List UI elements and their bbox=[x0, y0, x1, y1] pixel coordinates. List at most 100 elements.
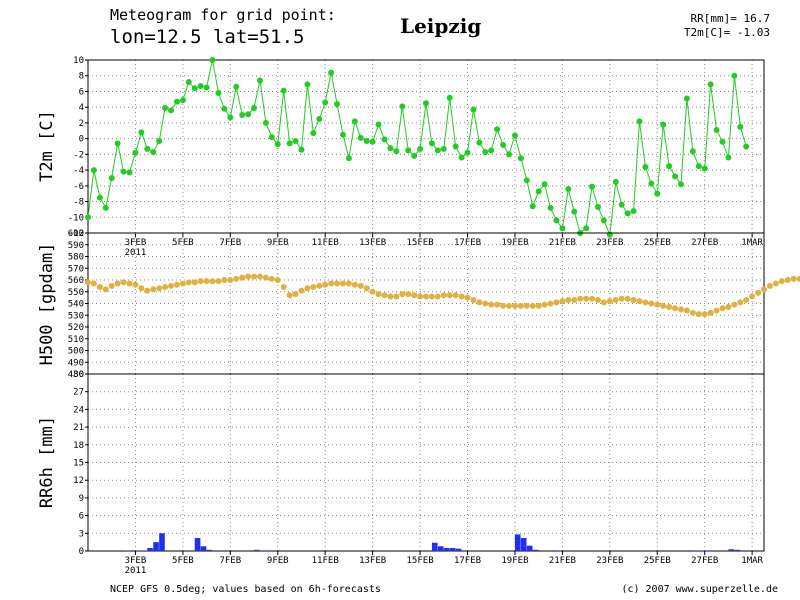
h500-point bbox=[796, 275, 800, 282]
h500-point bbox=[517, 302, 524, 309]
t2m-point bbox=[529, 203, 536, 210]
t2m-point bbox=[713, 126, 720, 133]
y-tick-label: 0 bbox=[79, 547, 84, 557]
x-tick-label: 11FEB bbox=[312, 238, 339, 248]
y-tick-label: -2 bbox=[73, 150, 84, 160]
h500-point bbox=[695, 311, 702, 318]
h500-point bbox=[316, 282, 323, 289]
h500-point bbox=[452, 292, 459, 299]
t2m-point bbox=[168, 107, 175, 114]
y-tick-label: 15 bbox=[73, 459, 84, 469]
t2m-point bbox=[458, 154, 465, 161]
h500-point bbox=[761, 286, 767, 293]
h500-point bbox=[233, 275, 240, 282]
y-axis-title: RR6h [mm] bbox=[37, 416, 57, 508]
y-axis-title: H500 [gpdam] bbox=[37, 243, 57, 366]
h500-point bbox=[749, 293, 756, 300]
t2m-point bbox=[286, 140, 293, 147]
h500-point bbox=[553, 299, 560, 306]
y-tick-label: 27 bbox=[73, 388, 84, 398]
y-tick-label: 8 bbox=[79, 72, 84, 82]
rr6h-bar bbox=[520, 538, 527, 551]
x-tick-label: 3FEB bbox=[125, 238, 147, 248]
chart-title-line1: Meteogram for grid point: bbox=[110, 6, 336, 24]
h500-point bbox=[417, 293, 424, 300]
t2m-point bbox=[102, 204, 109, 211]
h500-point bbox=[672, 305, 679, 312]
h500-point bbox=[393, 293, 400, 300]
t2m-point bbox=[387, 145, 394, 152]
x-tick-label: 23FEB bbox=[596, 238, 623, 248]
h500-point bbox=[191, 279, 198, 286]
t2m-point bbox=[334, 101, 341, 108]
x-tick-label: 13FEB bbox=[359, 238, 386, 248]
t2m-point bbox=[227, 114, 234, 121]
rr6h-bar bbox=[698, 550, 705, 551]
x-year-label: 2011 bbox=[125, 566, 147, 576]
y-tick-label: -4 bbox=[73, 166, 84, 176]
y-tick-label: 550 bbox=[68, 288, 84, 298]
t2m-point bbox=[351, 118, 358, 125]
rr6h-bar bbox=[431, 542, 438, 551]
y-tick-label: 3 bbox=[79, 529, 84, 539]
h500-point bbox=[606, 298, 613, 305]
h500-point bbox=[630, 296, 637, 303]
x-tick-label: 13FEB bbox=[359, 556, 386, 566]
y-tick-label: 540 bbox=[68, 300, 84, 310]
rr6h-bar bbox=[692, 550, 699, 551]
chart-title-coordinates: lon=12.5 lat=51.5 bbox=[110, 26, 305, 48]
t2m-point bbox=[292, 137, 299, 144]
t2m-point bbox=[707, 81, 714, 88]
t2m-point bbox=[375, 121, 382, 128]
t2m-point bbox=[363, 137, 370, 144]
h500-point bbox=[755, 289, 762, 296]
y-tick-label: 510 bbox=[68, 335, 84, 345]
t2m-point bbox=[500, 141, 507, 148]
y-tick-label: 580 bbox=[68, 253, 84, 263]
h500-point bbox=[239, 274, 246, 281]
t2m-point bbox=[523, 177, 530, 184]
h500-point bbox=[339, 280, 346, 287]
t2m-point bbox=[298, 146, 305, 153]
h500-point bbox=[423, 293, 429, 300]
h500-point bbox=[262, 274, 269, 281]
t2m-point bbox=[428, 140, 435, 147]
t2m-point bbox=[120, 168, 127, 175]
h500-point bbox=[677, 306, 684, 313]
rr6h-bar bbox=[147, 548, 153, 551]
t2m-point bbox=[506, 151, 513, 158]
h500-point bbox=[274, 277, 281, 283]
h500-point bbox=[547, 300, 554, 307]
t2m-point bbox=[476, 139, 483, 146]
h500-point bbox=[209, 278, 216, 285]
rr6h-bar bbox=[141, 550, 148, 551]
h500-point bbox=[399, 291, 406, 298]
h500-point bbox=[458, 293, 465, 300]
h500-point bbox=[150, 286, 157, 293]
h500-point bbox=[428, 293, 435, 300]
t2m-point bbox=[85, 214, 91, 221]
h500-point bbox=[168, 282, 175, 289]
h500-point bbox=[162, 284, 169, 291]
t2m-point bbox=[268, 134, 275, 141]
h500-point bbox=[256, 273, 263, 280]
h500-point bbox=[96, 284, 103, 291]
h500-point bbox=[476, 299, 483, 306]
t2m-point bbox=[203, 84, 210, 91]
rr6h-bar bbox=[526, 545, 533, 551]
t2m-point bbox=[583, 225, 590, 232]
h500-point bbox=[369, 288, 376, 295]
h500-point bbox=[624, 295, 631, 302]
x-tick-label: 3FEB bbox=[125, 556, 147, 566]
h500-point bbox=[571, 296, 578, 303]
h500-point bbox=[790, 275, 797, 282]
t2m-point bbox=[701, 165, 708, 172]
panel-frame bbox=[87, 59, 765, 234]
h500-point bbox=[114, 280, 121, 287]
t2m-point bbox=[660, 121, 667, 128]
rr6h-bar bbox=[194, 538, 201, 551]
h500-point bbox=[381, 292, 388, 299]
t2m-point bbox=[417, 145, 424, 152]
h500-point bbox=[535, 302, 542, 309]
